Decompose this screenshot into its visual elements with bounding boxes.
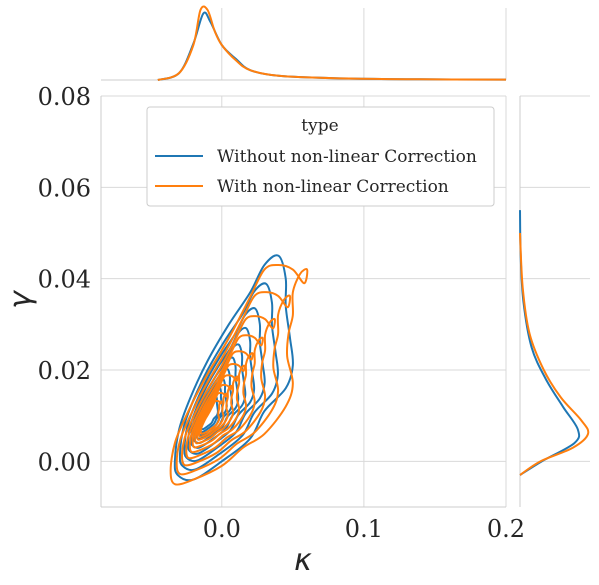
kde-contour-level (169, 263, 309, 486)
legend-entry-with: With non-linear Correction (217, 177, 449, 197)
y-tick-label: 0.08 (38, 83, 91, 111)
kde-contour-level (185, 334, 264, 460)
x-axis-label: κ (294, 543, 312, 578)
right-marginal-density-curve (519, 210, 581, 476)
kde-contour-level (183, 307, 266, 463)
legend: type Without non-linear Correction With … (146, 106, 495, 207)
joint-axes: 0.0 0.1 0.2 0.00 0.02 0.04 0.06 0.08 (38, 83, 526, 543)
kde-contour-level (191, 363, 246, 449)
x-tick-label: 0.1 (345, 515, 383, 543)
kde-contour-level (199, 399, 223, 435)
legend-frame (146, 106, 495, 207)
kde-contour-level (175, 291, 292, 476)
kde-contour-level (196, 383, 233, 441)
top-marginal-density-curve (157, 5, 507, 81)
legend-title: type (301, 116, 338, 136)
y-tick-label: 0.06 (38, 174, 91, 202)
kde-contour-level (188, 350, 254, 454)
kde-contour-level (198, 391, 228, 438)
y-tick-label: 0.02 (38, 357, 91, 385)
y-tick-label: 0.04 (38, 266, 91, 294)
x-tick-label: 0.2 (487, 515, 525, 543)
y-axis-label: γ (3, 289, 38, 309)
y-tick-label: 0.00 (38, 448, 91, 476)
right-marginal-axes (519, 95, 590, 507)
top-marginal-density-curve (157, 11, 507, 81)
right-marginal-density-curve (519, 232, 590, 476)
kde-contour-level (194, 374, 239, 445)
x-tick-label: 0.0 (203, 515, 241, 543)
legend-entry-without: Without non-linear Correction (217, 147, 477, 167)
kde-contour-level (178, 282, 279, 472)
kde-contour-level (180, 315, 276, 467)
top-marginal-axes (101, 5, 507, 81)
